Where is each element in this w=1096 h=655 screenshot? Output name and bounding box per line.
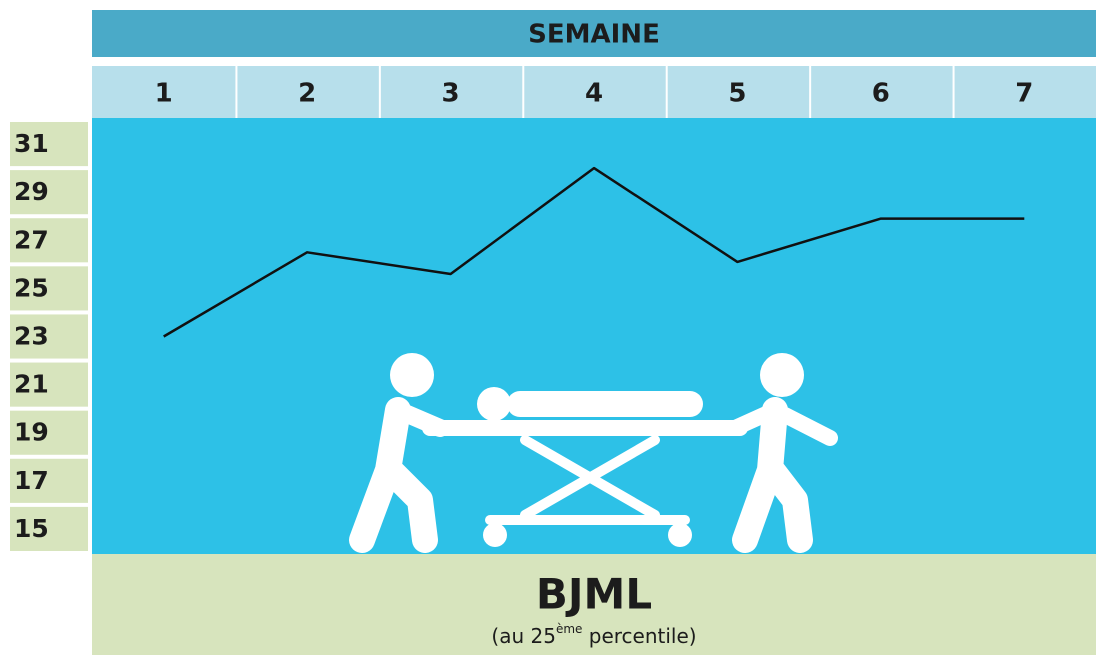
chart-subtitle: (au 25ème percentile) bbox=[491, 622, 696, 648]
x-axis-title: SEMAINE bbox=[528, 20, 660, 50]
plot-area bbox=[92, 118, 1096, 554]
chart-title: BJML bbox=[536, 570, 652, 619]
y-tick-label: 17 bbox=[14, 466, 49, 495]
y-tick-label: 21 bbox=[14, 370, 49, 399]
y-tick-label: 31 bbox=[14, 129, 49, 158]
subtitle-part: percentile) bbox=[582, 624, 696, 648]
y-tick-label: 29 bbox=[14, 177, 49, 206]
x-tick-label: 2 bbox=[298, 79, 316, 109]
x-tick-label: 3 bbox=[442, 79, 460, 109]
y-tick-label: 27 bbox=[14, 225, 49, 254]
y-tick-label: 15 bbox=[14, 514, 49, 543]
subtitle-superscript: ème bbox=[556, 622, 582, 636]
x-tick-label: 5 bbox=[728, 79, 746, 109]
x-tick-label: 1 bbox=[155, 79, 173, 109]
x-tick-label: 6 bbox=[872, 79, 890, 109]
chart: SEMAINE BJML (au 25ème percentile) 31292… bbox=[0, 0, 1096, 655]
y-tick-label: 19 bbox=[14, 418, 49, 447]
x-tick-label: 4 bbox=[585, 79, 603, 109]
subtitle-part: (au 25 bbox=[491, 624, 556, 648]
y-tick-label: 23 bbox=[14, 322, 49, 351]
x-tick-label: 7 bbox=[1015, 79, 1033, 109]
y-tick-label: 25 bbox=[14, 273, 49, 302]
